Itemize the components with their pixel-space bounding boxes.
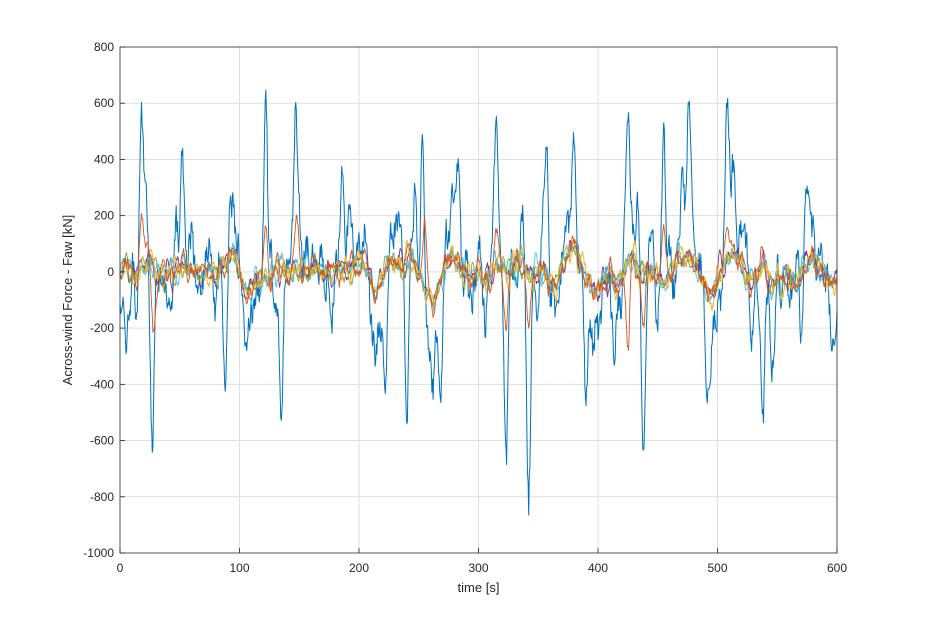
x-tick-label: 200 <box>349 561 369 575</box>
y-axis-label: Across-wind Force - Faw [kN] <box>60 215 75 385</box>
y-axis: -1000 -800 -600 -400 -200 0 200 400 600 800 <box>83 40 125 560</box>
x-tick-label: 600 <box>827 561 847 575</box>
x-axis: 0 100 200 300 400 500 600 <box>117 548 847 575</box>
x-tick-label: 500 <box>707 561 727 575</box>
series-line-0 <box>119 89 838 516</box>
plot-area <box>119 46 838 554</box>
y-tick-label: -200 <box>90 321 114 335</box>
y-tick-label: -800 <box>90 490 114 504</box>
y-tick-label: 200 <box>94 209 114 223</box>
y-tick-label: 800 <box>94 40 114 54</box>
x-tick-label: 100 <box>229 561 249 575</box>
y-tick-label: 400 <box>94 152 114 166</box>
y-tick-label: 600 <box>94 96 114 110</box>
grid-lines <box>120 47 837 553</box>
y-tick-label: -600 <box>90 434 114 448</box>
y-tick-label: -400 <box>90 377 114 391</box>
series-layer <box>119 89 838 516</box>
y-tick-label: -1000 <box>83 546 114 560</box>
x-axis-label: time [s] <box>458 580 500 595</box>
x-tick-label: 400 <box>588 561 608 575</box>
x-tick-label: 300 <box>468 561 488 575</box>
y-tick-label: 0 <box>107 265 114 279</box>
series-line-4 <box>119 239 838 312</box>
x-tick-label: 0 <box>117 561 124 575</box>
series-line-5 <box>119 213 838 351</box>
